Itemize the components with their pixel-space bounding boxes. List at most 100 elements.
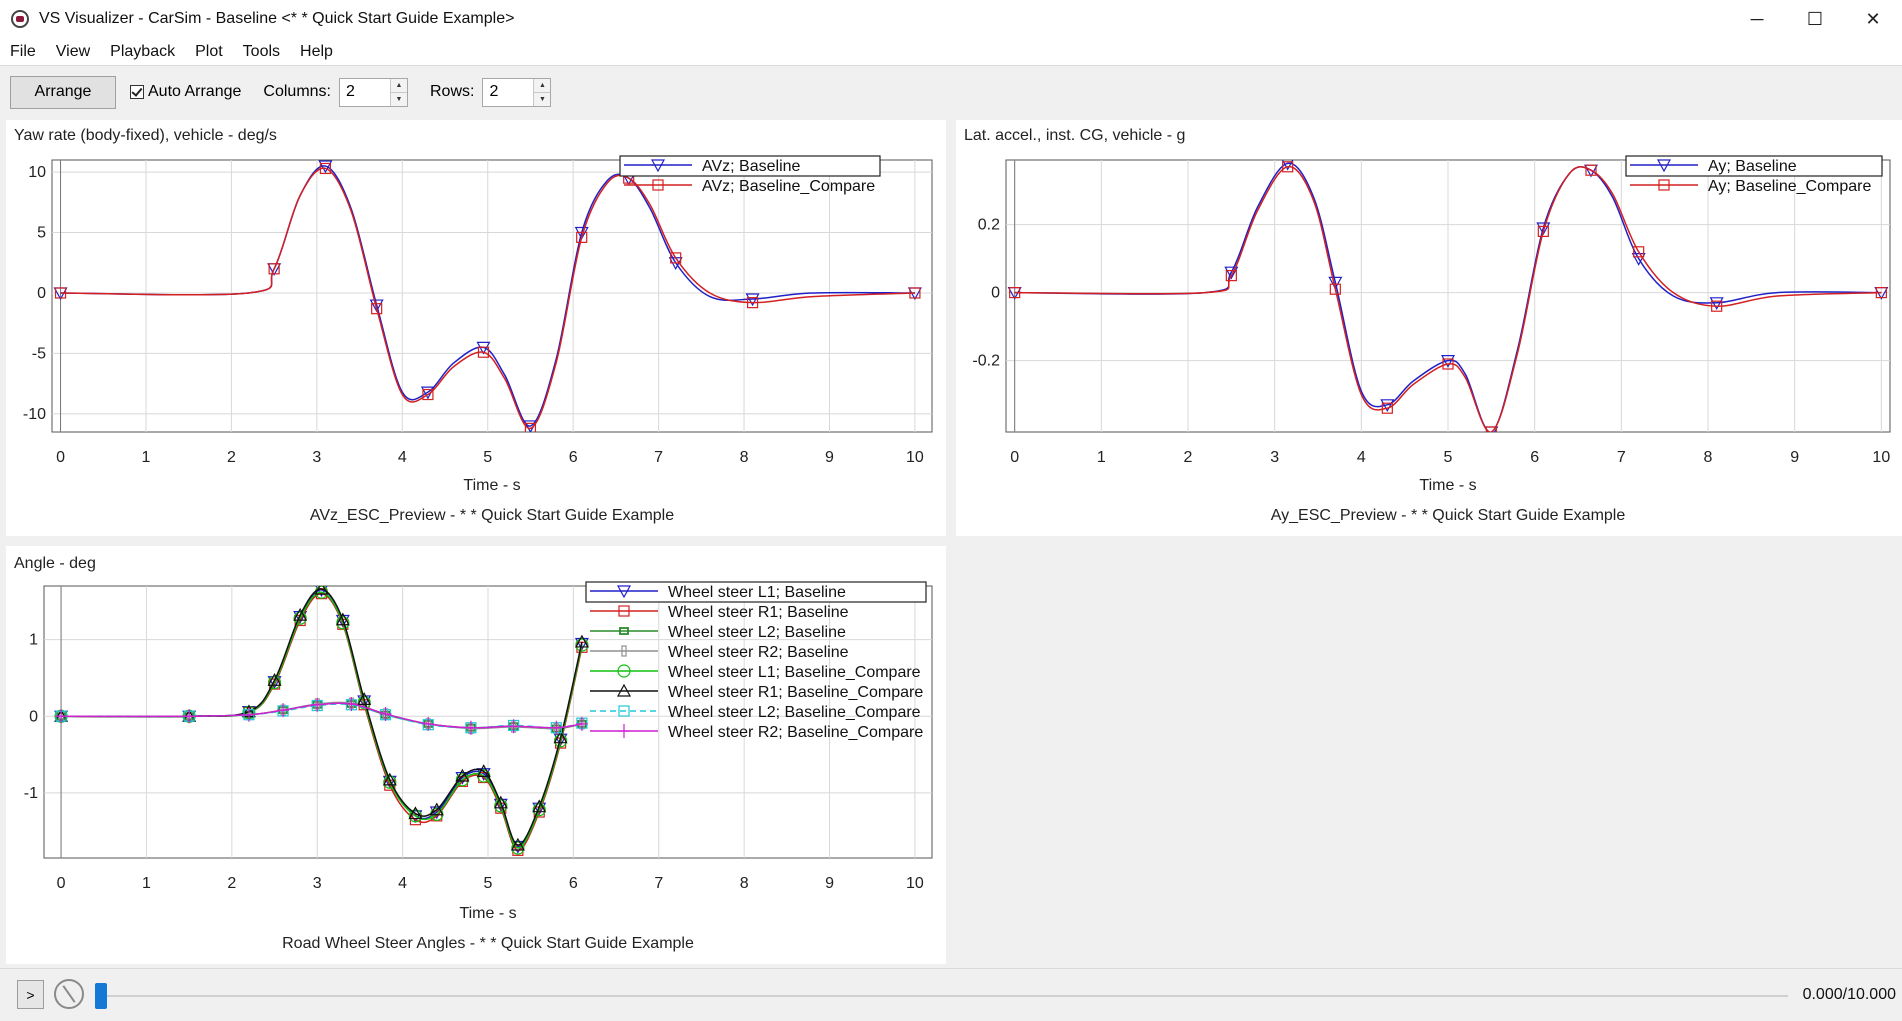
legend-selected-box <box>1625 155 1883 177</box>
data-point <box>532 803 546 817</box>
minimize-button[interactable]: ─ <box>1750 8 1764 29</box>
legend-label: Wheel steer L2; Baseline_Compare <box>668 704 921 721</box>
close-button[interactable]: ✕ <box>1865 8 1881 29</box>
spin-down-icon[interactable]: ▼ <box>390 92 407 106</box>
x-tick-label: 7 <box>654 449 663 466</box>
spin-up-icon[interactable]: ▲ <box>534 78 551 93</box>
data-point <box>1711 300 1723 312</box>
data-point <box>293 607 308 621</box>
y-tick-label: 0 <box>991 285 1000 302</box>
y-tick-label: 0 <box>29 708 38 725</box>
data-point <box>575 716 588 731</box>
empty-plot-area <box>956 546 1902 964</box>
playback-slider-thumb[interactable] <box>95 983 107 1009</box>
columns-spinner[interactable]: 2 ▲ ▼ <box>338 77 408 107</box>
legend-label: Wheel steer L1; Baseline_Compare <box>668 664 921 681</box>
menu-bar: File View Playback Plot Tools Help <box>0 38 1902 66</box>
data-point <box>1328 276 1343 290</box>
data-point <box>524 422 537 432</box>
toolbar: Arrange Auto Arrange Columns: 2 ▲ ▼ Rows… <box>0 66 1902 118</box>
rows-spinner[interactable]: 2 ▲ ▼ <box>482 77 552 107</box>
x-tick-label: 8 <box>740 875 749 892</box>
data-point <box>507 719 520 734</box>
auto-arrange-checkbox[interactable]: Auto Arrange <box>130 83 241 101</box>
legend-marker <box>619 627 629 635</box>
data-point <box>576 231 588 243</box>
x-tick-label: 7 <box>1617 449 1626 466</box>
x-tick-label: 9 <box>825 449 834 466</box>
spin-up-icon[interactable]: ▲ <box>390 78 407 93</box>
spin-down-icon[interactable]: ▼ <box>534 92 551 106</box>
data-point <box>1485 426 1497 432</box>
menu-help[interactable]: Help <box>300 42 333 60</box>
data-point <box>336 616 350 630</box>
data-point <box>55 709 68 724</box>
legend-marker <box>616 683 632 697</box>
x-tick-label: 10 <box>906 875 924 892</box>
x-tick-label: 7 <box>654 875 663 892</box>
menu-file[interactable]: File <box>10 42 36 60</box>
series-line <box>60 167 915 430</box>
data-point <box>383 775 397 789</box>
data-point <box>345 696 358 711</box>
loop-disabled-icon[interactable] <box>54 979 84 1009</box>
play-button[interactable]: > <box>17 980 44 1009</box>
data-point <box>510 837 525 851</box>
chart-caption: AVz_ESC_Preview - * * Quick Start Guide … <box>310 507 674 524</box>
data-point <box>422 388 434 401</box>
data-point <box>1380 399 1395 413</box>
x-axis-title: Time - s <box>463 477 520 494</box>
legend-marker <box>616 585 632 599</box>
playback-slider-track[interactable] <box>96 995 1788 997</box>
x-axis-title: Time - s <box>459 905 516 922</box>
plot-panel-yaw-rate[interactable]: Yaw rate (body-fixed), vehicle - deg/s 0 1… <box>6 120 946 536</box>
x-tick-label: 9 <box>1790 449 1799 466</box>
legend-marker <box>618 705 630 717</box>
legend: Ay; Baseline Ay; Baseline_Compare <box>1625 155 1883 195</box>
data-point <box>1281 160 1294 171</box>
x-tick-label: 8 <box>740 449 749 466</box>
time-readout: 0.000/10.000 <box>1802 986 1896 1003</box>
plot-panel-steer-angles[interactable]: Angle - deg 0 1 2 3 4 5 6 7 8 9 10 1 0 -1 Wheel steer L… <box>6 546 946 964</box>
checkbox-checked-icon[interactable] <box>130 85 144 99</box>
data-point <box>574 226 589 240</box>
columns-value[interactable]: 2 <box>345 83 355 100</box>
legend-label: Wheel steer R2; Baseline_Compare <box>668 724 923 741</box>
lat-accel-chart[interactable]: Lat. accel., inst. CG, vehicle - g 0 1 2 3 4 5… <box>956 120 1902 536</box>
data-point <box>1875 287 1887 299</box>
plot-panel-lat-accel[interactable]: Lat. accel., inst. CG, vehicle - g 0 1 2 3 4 5… <box>956 120 1902 536</box>
menu-plot[interactable]: Plot <box>195 42 223 60</box>
data-point <box>268 263 280 275</box>
arrange-button[interactable]: Arrange <box>10 75 116 109</box>
data-point <box>1282 161 1294 173</box>
data-point <box>267 675 282 690</box>
x-tick-label: 10 <box>1872 449 1890 466</box>
yaw-rate-chart[interactable]: Yaw rate (body-fixed), vehicle - deg/s 0 1… <box>6 120 946 536</box>
playback-bar: > 0.000/10.000 <box>0 968 1902 1021</box>
data-point <box>477 346 490 358</box>
auto-arrange-label: Auto Arrange <box>148 83 242 100</box>
rows-value[interactable]: 2 <box>489 83 499 100</box>
menu-view[interactable]: View <box>55 42 91 60</box>
data-point <box>293 611 307 625</box>
data-point <box>335 614 350 628</box>
data-point <box>1536 222 1551 236</box>
data-point <box>311 697 324 712</box>
data-point <box>550 720 563 735</box>
maximize-button[interactable]: ☐ <box>1806 8 1824 29</box>
x-tick-label: 4 <box>1357 449 1366 466</box>
x-tick-label: 6 <box>569 449 578 466</box>
data-point <box>1537 225 1549 238</box>
data-point <box>553 730 568 744</box>
data-point <box>1631 253 1646 266</box>
x-axis-title: Time - s <box>1419 477 1476 494</box>
legend-marker <box>618 724 630 738</box>
data-point <box>357 692 372 705</box>
menu-playback[interactable]: Playback <box>110 42 176 60</box>
menu-tools[interactable]: Tools <box>242 42 281 60</box>
data-point <box>319 162 331 175</box>
legend-marker <box>618 605 630 617</box>
data-point <box>464 720 477 735</box>
legend-label: Ay; Baseline <box>1708 158 1797 175</box>
